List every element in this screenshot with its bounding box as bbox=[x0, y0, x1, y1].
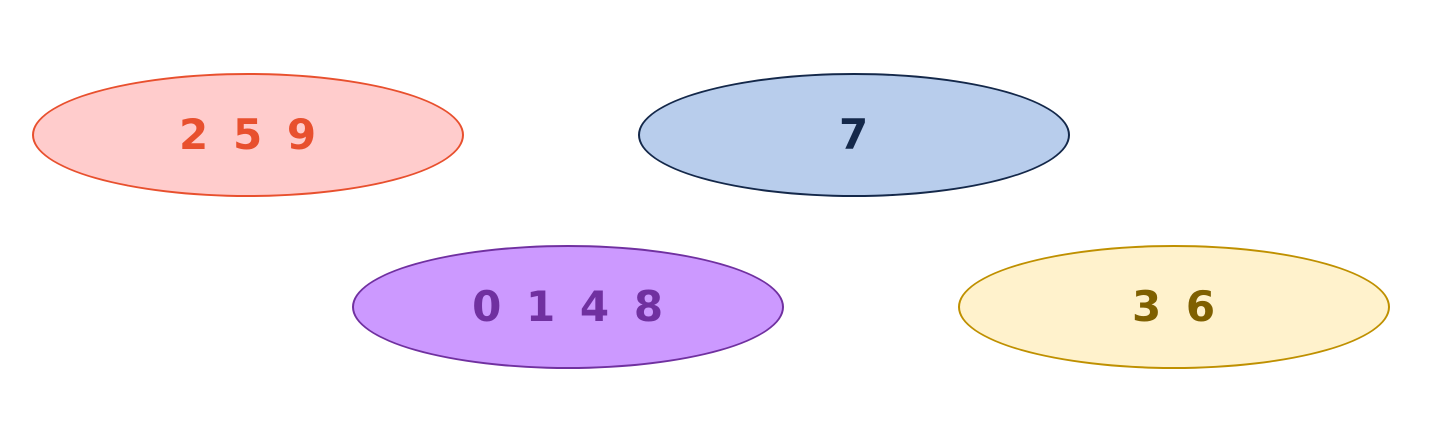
group-label-yellow: 3 6 bbox=[1132, 282, 1216, 331]
group-label-purple: 0 1 4 8 bbox=[472, 282, 664, 331]
group-ellipse-red: 2 5 9 bbox=[32, 73, 464, 197]
group-label-red: 2 5 9 bbox=[179, 110, 317, 159]
group-ellipse-purple: 0 1 4 8 bbox=[352, 245, 784, 369]
group-ellipse-blue: 7 bbox=[638, 73, 1070, 197]
group-ellipse-yellow: 3 6 bbox=[958, 245, 1390, 369]
group-label-blue: 7 bbox=[838, 110, 870, 159]
